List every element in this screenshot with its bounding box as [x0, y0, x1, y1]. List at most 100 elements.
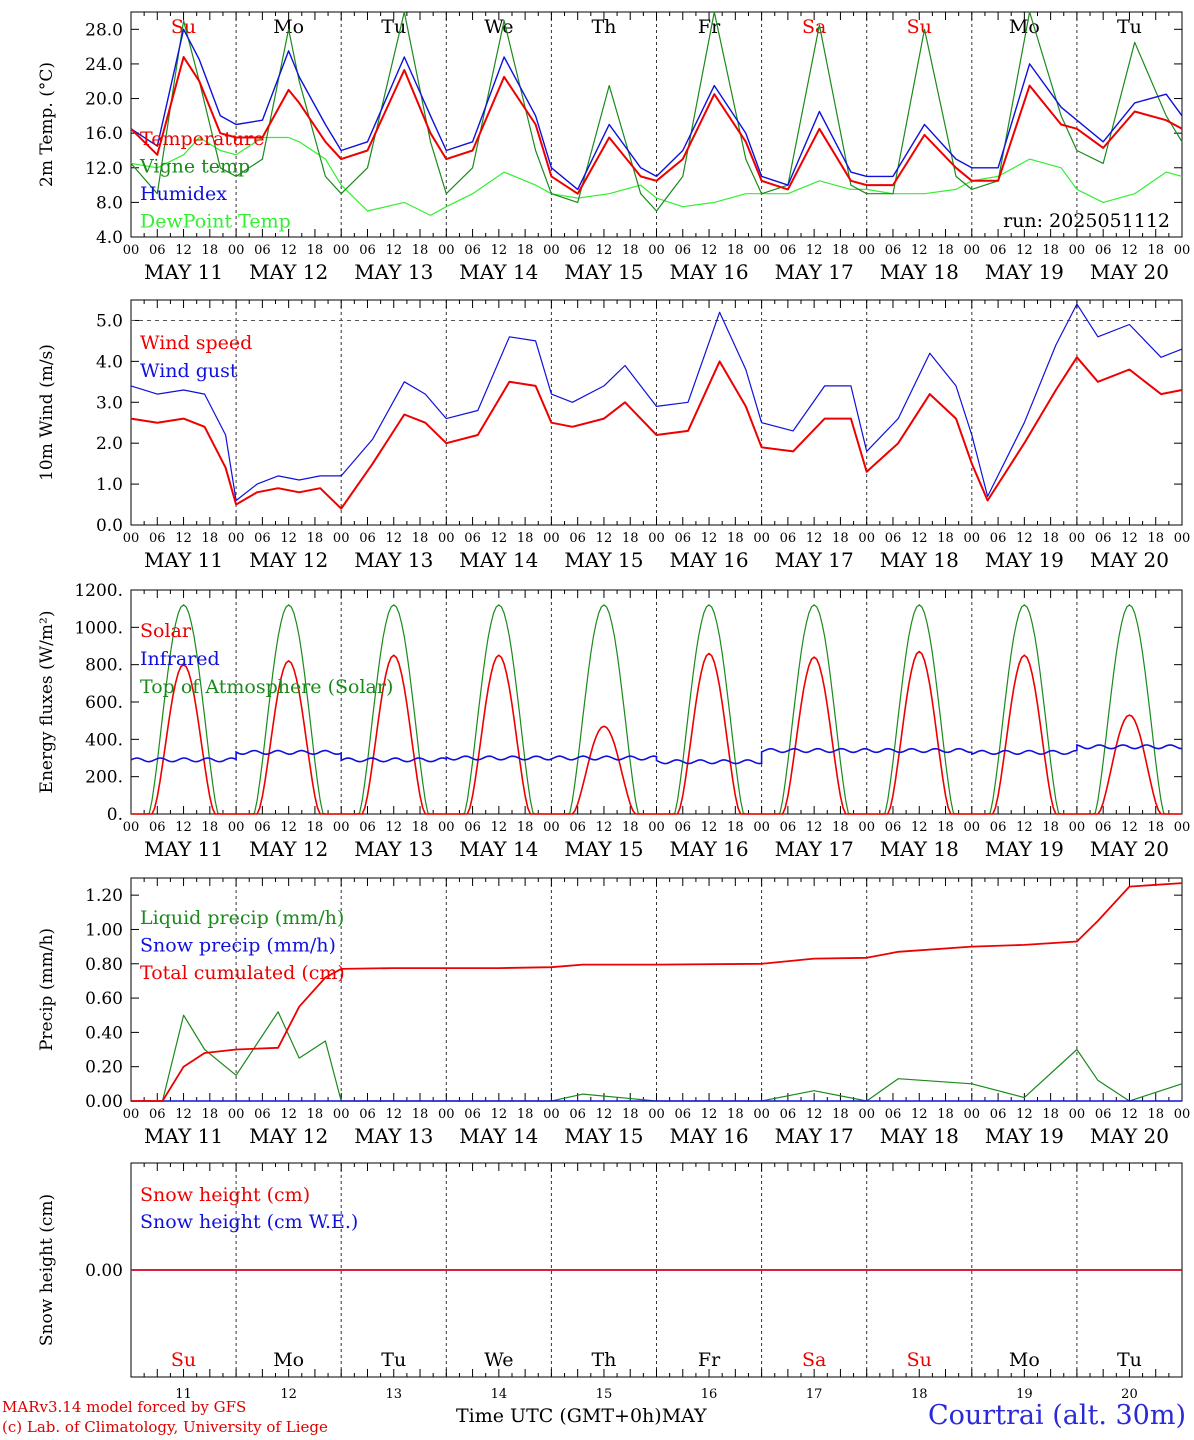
hour-tick-label: 12: [1121, 531, 1138, 546]
hour-tick-label: 00: [1069, 1107, 1086, 1122]
series-line-total-cumulated: [131, 882, 1183, 1102]
hour-tick-label: 12: [701, 531, 718, 546]
date-label: MAY 13: [354, 1124, 433, 1148]
hour-tick-label: 18: [832, 820, 849, 835]
day-name-label: Tu: [1117, 16, 1142, 38]
hour-tick-label: 06: [1095, 531, 1112, 546]
hour-tick-label: 00: [123, 531, 140, 546]
y-tick-label: 800.: [85, 656, 123, 676]
hour-tick-label: 18: [622, 1107, 639, 1122]
legend-entry: Temperature: [140, 128, 264, 150]
y-tick-label: 4.0: [96, 228, 123, 248]
hour-tick-label: 12: [280, 243, 297, 258]
legend-entry: Humidex: [140, 183, 227, 205]
y-tick-label: 12.0: [85, 159, 123, 179]
legend-entry: Wind speed: [140, 332, 252, 354]
legend-entry: Top of Atmosphere (Solar): [140, 676, 393, 698]
hour-tick-label: 06: [990, 820, 1007, 835]
date-label: MAY 19: [985, 1124, 1064, 1148]
hour-tick-label: 12: [385, 820, 402, 835]
hour-tick-label: 12: [1016, 243, 1033, 258]
hour-tick-label: 18: [1042, 243, 1059, 258]
day-name-label: Su: [907, 16, 932, 38]
hour-tick-label: 00: [753, 1107, 770, 1122]
hour-tick-label: 12: [385, 1107, 402, 1122]
y-tick-label: 0.20: [85, 1058, 123, 1078]
hour-tick-label: 12: [1016, 531, 1033, 546]
hour-tick-label: 06: [675, 820, 692, 835]
hour-tick-label: 12: [1121, 243, 1138, 258]
day-name-label: Fr: [698, 16, 721, 38]
hour-tick-label: 18: [832, 531, 849, 546]
hour-tick-label: 06: [254, 820, 271, 835]
hour-tick-label: 06: [359, 1107, 376, 1122]
hour-tick-label: 18: [727, 1107, 744, 1122]
hour-tick-label: 12: [806, 1107, 823, 1122]
date-label: MAY 14: [459, 260, 538, 284]
plot-frame: [130, 11, 1183, 238]
hour-tick-label: 00: [858, 820, 875, 835]
hour-tick-label: 06: [885, 531, 902, 546]
hour-tick-label: 18: [937, 531, 954, 546]
date-label: MAY 13: [354, 548, 433, 572]
hour-tick-label: 06: [359, 243, 376, 258]
y-axis-label: 2m Temp. (°C): [37, 62, 57, 187]
y-tick-label: 1.20: [85, 886, 123, 906]
y-tick-label: 0.40: [85, 1023, 123, 1043]
hour-tick-label: 00: [1069, 820, 1086, 835]
y-tick-label: 4.0: [96, 352, 123, 372]
hour-tick-label: 06: [885, 1107, 902, 1122]
y-tick-label: 0.00: [85, 1261, 123, 1281]
day-number-label: 18: [911, 1387, 928, 1402]
hour-tick-label: 12: [385, 243, 402, 258]
plot-frame: [130, 589, 1183, 815]
day-name-label: Sa: [802, 1349, 826, 1371]
date-label: MAY 15: [564, 837, 643, 861]
series-line-humidex: [130, 28, 1183, 191]
hour-tick-label: 06: [464, 1107, 481, 1122]
y-tick-label: 0.60: [85, 989, 123, 1009]
hour-tick-label: 18: [832, 243, 849, 258]
hour-tick-label: 12: [806, 531, 823, 546]
hour-tick-label: 18: [412, 1107, 429, 1122]
legend-entry: Snow height (cm): [140, 1184, 310, 1206]
hour-tick-label: 00: [543, 1107, 560, 1122]
hour-tick-label: 00: [438, 1107, 455, 1122]
date-label: MAY 15: [564, 1124, 643, 1148]
hour-tick-label: 18: [202, 820, 219, 835]
hour-tick-label: 00: [543, 531, 560, 546]
hour-tick-label: 18: [727, 243, 744, 258]
legend-entry: Vigne temp: [139, 156, 250, 178]
day-name-label: Mo: [273, 1349, 304, 1371]
hour-tick-label: 12: [596, 820, 613, 835]
series-line-wind-speed: [130, 356, 1183, 510]
y-axis-label: Precip (mm/h): [37, 928, 57, 1051]
hour-tick-label: 06: [359, 531, 376, 546]
hour-tick-label: 06: [780, 820, 797, 835]
credit-lab: (c) Lab. of Climatology, University of L…: [2, 1418, 328, 1436]
y-tick-label: 8.0: [96, 193, 123, 213]
hour-tick-label: 12: [280, 1107, 297, 1122]
hour-tick-label: 12: [701, 820, 718, 835]
hour-tick-label: 06: [464, 820, 481, 835]
hour-tick-label: 00: [648, 1107, 665, 1122]
hour-tick-label: 12: [175, 243, 192, 258]
legend-entry: Solar: [140, 620, 192, 642]
hour-tick-label: 18: [307, 243, 324, 258]
hour-tick-label: 12: [596, 1107, 613, 1122]
y-axis-label: Snow height (cm): [37, 1194, 57, 1346]
y-tick-label: 600.: [85, 693, 123, 713]
x-axis-title: Time UTC (GMT+0h)MAY: [456, 1405, 707, 1427]
date-label: MAY 19: [985, 837, 1064, 861]
date-label: MAY 14: [459, 1124, 538, 1148]
hour-tick-label: 00: [1174, 820, 1191, 835]
y-tick-label: 5.0: [96, 311, 123, 331]
date-label: MAY 16: [669, 548, 748, 572]
hour-tick-label: 06: [1095, 1107, 1112, 1122]
hour-tick-label: 12: [1016, 1107, 1033, 1122]
hour-tick-label: 18: [1147, 1107, 1164, 1122]
hour-tick-label: 18: [1042, 1107, 1059, 1122]
hour-tick-label: 18: [517, 1107, 534, 1122]
hour-tick-label: 06: [675, 531, 692, 546]
